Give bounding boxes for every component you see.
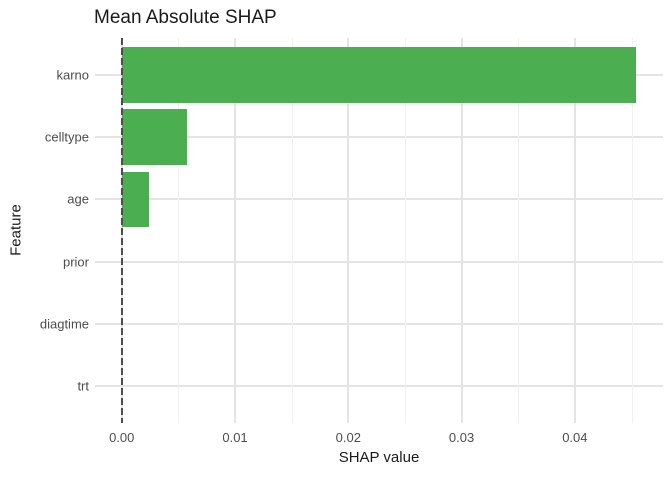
bar-age [121, 171, 149, 228]
major-gridline-row-celltype [95, 136, 663, 139]
major-gridline-x [460, 38, 463, 423]
x-axis-title: SHAP value [338, 449, 420, 466]
major-gridline-row-trt [95, 384, 663, 387]
major-gridline-x [347, 38, 350, 423]
x-tick-label-0.04: 0.04 [562, 430, 588, 445]
major-gridline-row-prior [95, 260, 663, 263]
minor-gridline-x [178, 38, 180, 423]
y-label-age: age [67, 191, 89, 207]
y-label-diagtime: diagtime [39, 316, 89, 332]
minor-gridline-x [631, 38, 633, 423]
major-gridline-row-age [95, 198, 663, 201]
minor-gridline-x [291, 38, 293, 423]
x-tick-label-0.03: 0.03 [448, 430, 475, 445]
y-label-celltype: celltype [44, 129, 89, 145]
major-gridline-row-diagtime [95, 322, 663, 325]
y-label-trt: trt [77, 378, 89, 394]
bar-celltype [121, 109, 188, 166]
chart-title: Mean Absolute SHAP [94, 7, 277, 28]
y-label-prior: prior [62, 254, 89, 270]
y-label-karno: karno [56, 67, 89, 83]
major-gridline-x [573, 38, 576, 423]
major-gridline-x [234, 38, 237, 423]
y-axis-title: Feature [7, 204, 25, 256]
x-tick-label-0.00: 0.00 [109, 430, 135, 445]
plot-panel [95, 38, 663, 423]
x-tick-label-0.02: 0.02 [335, 430, 361, 445]
zero-reference-line [120, 38, 123, 423]
minor-gridline-x [518, 38, 520, 423]
x-tick-label-0.01: 0.01 [222, 430, 248, 445]
minor-gridline-x [404, 38, 406, 423]
bar-karno [121, 47, 637, 104]
